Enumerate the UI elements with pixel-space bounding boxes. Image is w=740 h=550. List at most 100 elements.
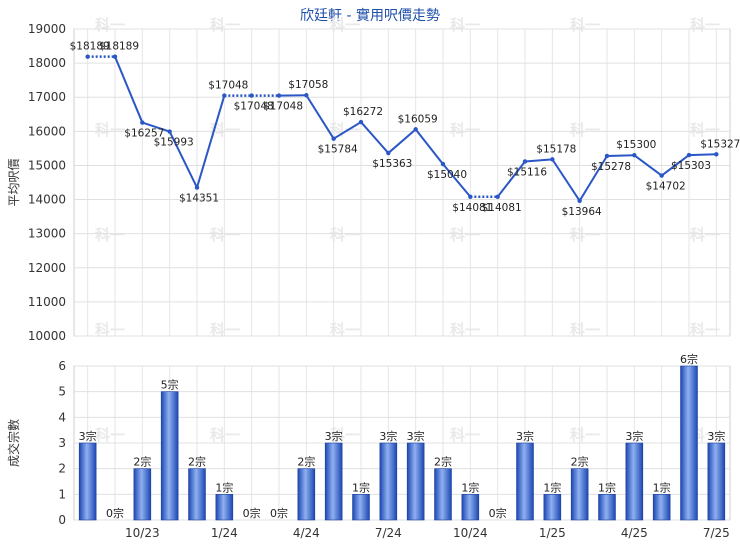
- x-tick-label: 7/24: [375, 526, 402, 540]
- volume-bar: [406, 442, 425, 521]
- watermark-text: 科一: [95, 226, 125, 244]
- line-y-tick-label: 16000: [28, 124, 66, 138]
- volume-bar: [324, 442, 343, 521]
- watermark-text: 科一: [690, 121, 720, 139]
- volume-data-label: 2宗: [297, 455, 315, 469]
- price-point: [686, 152, 692, 158]
- price-line-segment: [606, 154, 635, 157]
- price-data-label: $15784: [318, 144, 358, 156]
- watermark-text: 科一: [450, 226, 480, 244]
- line-plot-frame: [73, 28, 731, 337]
- watermark-text: 科一: [330, 16, 360, 34]
- price-point: [386, 150, 391, 156]
- volume-bar: [379, 442, 398, 521]
- price-point: [604, 153, 610, 159]
- price-point: [468, 194, 473, 199]
- bar-y-tick-label: 0: [58, 513, 66, 527]
- watermark-text: 科一: [210, 121, 240, 139]
- watermark-text: 科一: [210, 426, 240, 444]
- volume-data-label: 3宗: [707, 429, 725, 443]
- x-tick-label: 1/25: [539, 526, 566, 540]
- watermark-text: 科一: [690, 226, 720, 244]
- price-data-label: $17058: [288, 79, 328, 91]
- price-point: [249, 93, 254, 98]
- price-line-segment: [633, 154, 663, 177]
- price-data-label: $16059: [398, 113, 438, 125]
- price-point: [550, 157, 555, 162]
- price-data-label: $15116: [507, 166, 547, 178]
- watermark-text: 科一: [330, 321, 360, 339]
- price-data-label: $17048: [208, 80, 248, 92]
- price-point: [304, 93, 309, 98]
- volume-bar: [434, 468, 452, 521]
- watermark-text: 科一: [570, 121, 600, 139]
- price-line-segment: [305, 94, 335, 140]
- price-point: [440, 161, 446, 167]
- price-point: [522, 159, 528, 164]
- price-point: [194, 185, 200, 190]
- x-tick-label: 1/24: [211, 526, 238, 540]
- volume-bar: [707, 442, 726, 521]
- price-line-segment: [196, 95, 226, 188]
- line-y-tick-label: 17000: [28, 90, 66, 104]
- price-data-label: $15327: [700, 138, 740, 150]
- price-data-label: $16272: [343, 106, 383, 118]
- price-point: [276, 93, 282, 98]
- volume-data-label: 2宗: [188, 455, 206, 469]
- price-line-segment: [360, 121, 390, 154]
- volume-data-label: 1宗: [352, 480, 370, 494]
- volume-bar: [461, 494, 480, 521]
- volume-data-label: 1宗: [598, 480, 616, 494]
- watermark-text: 科一: [450, 121, 480, 139]
- volume-bar: [133, 468, 152, 521]
- volume-bar: [188, 468, 206, 521]
- bar-y-tick-label: 3: [58, 436, 66, 450]
- volume-data-label: 0宗: [489, 506, 507, 520]
- price-data-label: $15303: [671, 160, 711, 172]
- volume-data-label: 3宗: [79, 429, 97, 443]
- price-point: [85, 54, 90, 59]
- watermark-text: 科一: [570, 226, 600, 244]
- volume-data-label: 0宗: [243, 506, 261, 520]
- watermark-text: 科一: [95, 321, 125, 339]
- bar-y-tick-label: 1: [58, 487, 66, 501]
- price-point: [659, 173, 664, 178]
- price-data-label: $18189: [70, 41, 110, 53]
- volume-data-label: 2宗: [434, 455, 452, 469]
- volume-bar: [543, 494, 562, 521]
- price-line-segment: [142, 121, 170, 133]
- volume-data-label: 1宗: [215, 480, 233, 494]
- x-tick-label: 10/23: [125, 526, 160, 540]
- volume-data-label: 5宗: [161, 378, 179, 392]
- price-line-segment: [551, 158, 581, 202]
- watermark-text: 科一: [570, 426, 600, 444]
- price-point: [112, 54, 118, 59]
- price-point: [714, 152, 719, 157]
- volume-bar: [625, 442, 644, 521]
- price-data-label: $16257: [124, 128, 164, 140]
- watermark-text: 科一: [210, 321, 240, 339]
- volume-data-label: 1宗: [653, 480, 671, 494]
- price-point: [577, 198, 582, 203]
- volume-bar: [352, 494, 370, 521]
- price-point: [222, 93, 227, 98]
- price-line-segment: [578, 155, 608, 202]
- line-y-tick-label: 12000: [28, 261, 66, 275]
- price-data-label: $18189: [99, 41, 139, 53]
- x-tick-label: 7/25: [703, 526, 730, 540]
- price-data-label: $17048: [234, 101, 274, 113]
- watermark-text: 科一: [450, 426, 480, 444]
- price-point: [140, 120, 145, 125]
- watermark-text: 科一: [95, 121, 125, 139]
- price-line-segment: [661, 154, 690, 177]
- watermark-text: 科一: [690, 321, 720, 339]
- volume-data-label: 3宗: [516, 429, 534, 443]
- watermark-text: 科一: [330, 121, 360, 139]
- watermark-text: 科一: [570, 321, 600, 339]
- volume-bar: [297, 468, 316, 521]
- volume-data-label: 0宗: [106, 506, 124, 520]
- price-line-segment: [496, 160, 526, 198]
- price-data-label: $15040: [427, 169, 467, 181]
- x-tick-label: 10/24: [453, 526, 488, 540]
- volume-data-label: 3宗: [407, 429, 425, 443]
